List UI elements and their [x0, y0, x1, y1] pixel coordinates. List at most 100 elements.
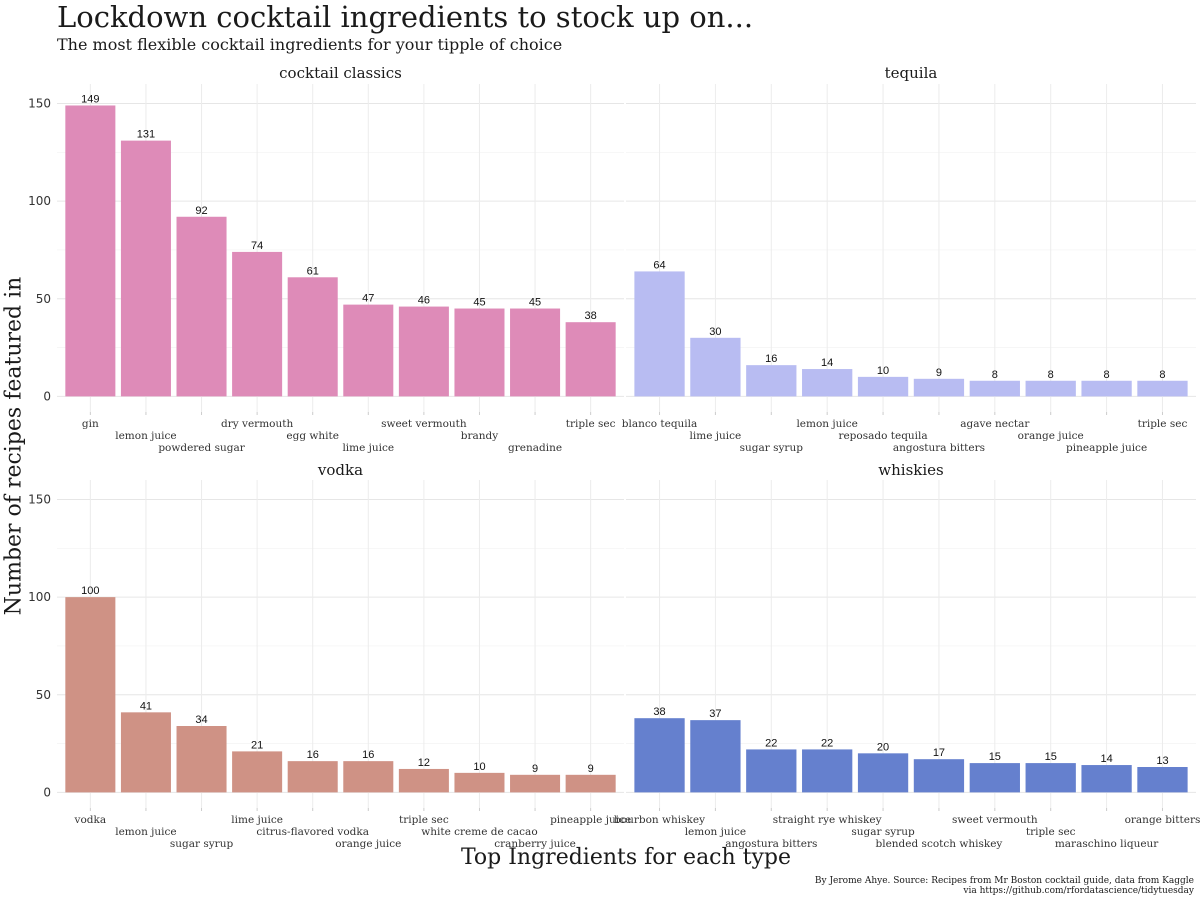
data-label: 64 — [653, 259, 665, 271]
facet-title-cocktail-classics: cocktail classics — [279, 64, 402, 82]
data-label: 45 — [529, 297, 541, 309]
x-tick-label: citrus-flavored vodka — [256, 826, 369, 838]
data-label: 14 — [821, 357, 833, 369]
x-tick-label: agave nectar — [960, 418, 1030, 430]
data-label: 61 — [307, 265, 319, 277]
data-label: 100 — [81, 585, 99, 597]
data-label: 16 — [307, 749, 319, 761]
bar — [343, 761, 394, 793]
data-label: 34 — [195, 714, 207, 726]
x-tick-label: lime juice — [231, 814, 283, 826]
bar — [857, 376, 909, 397]
data-label: 20 — [877, 741, 889, 753]
x-tick-label: cranberry juice — [494, 838, 576, 850]
data-label: 16 — [362, 749, 374, 761]
bar — [969, 380, 1020, 397]
data-label: 37 — [709, 708, 721, 720]
bar — [510, 308, 561, 397]
bar — [1081, 380, 1132, 397]
data-label: 22 — [821, 737, 833, 749]
data-label: 30 — [709, 326, 721, 338]
y-tick-label: 150 — [28, 97, 51, 111]
data-label: 12 — [418, 757, 430, 769]
data-label: 14 — [1100, 753, 1112, 765]
bar — [398, 306, 449, 397]
data-label: 22 — [765, 737, 777, 749]
chart-title: Lockdown cocktail ingredients to stock u… — [57, 0, 754, 34]
x-tick-label: bourbon whiskey — [614, 814, 705, 826]
caption: By Jerome Ahye. Source: Recipes from Mr … — [815, 876, 1194, 896]
x-tick-label: orange bitters — [1125, 814, 1200, 826]
caption-line-1: By Jerome Ahye. Source: Recipes from Mr … — [814, 876, 1194, 886]
x-tick-label: vodka — [74, 814, 107, 826]
y-tick-label: 150 — [28, 493, 51, 507]
x-tick-label: brandy — [461, 430, 498, 442]
x-tick-label: triple sec — [1026, 826, 1076, 838]
x-tick-label: lemon juice — [685, 826, 746, 838]
data-label: 8 — [992, 369, 998, 381]
data-label: 38 — [653, 706, 665, 718]
data-label: 9 — [936, 367, 942, 379]
bar — [690, 720, 741, 793]
bar — [1081, 765, 1132, 793]
data-label: 131 — [137, 129, 155, 141]
x-tick-label: blended scotch whiskey — [876, 838, 1003, 850]
x-tick-label: sweet vermouth — [952, 814, 1038, 826]
x-tick-label: sweet vermouth — [381, 418, 467, 430]
bar — [232, 251, 283, 397]
chart-subtitle: The most flexible cocktail ingredients f… — [57, 35, 563, 54]
bar — [565, 774, 616, 793]
data-label: 38 — [585, 310, 597, 322]
data-label: 46 — [418, 295, 430, 307]
bar — [746, 365, 797, 397]
bar — [343, 304, 394, 397]
bar — [65, 105, 116, 397]
x-tick-label: maraschino liqueur — [1055, 838, 1159, 850]
y-tick-label: 50 — [36, 292, 51, 306]
facet-title-vodka: vodka — [317, 461, 363, 479]
x-tick-label: orange juice — [335, 838, 401, 850]
x-tick-label: angostura bitters — [893, 442, 985, 454]
bar — [913, 759, 965, 793]
data-label: 10 — [473, 761, 485, 773]
x-tick-label: sugar syrup — [740, 442, 804, 454]
data-label: 8 — [1104, 369, 1110, 381]
x-tick-label: lime juice — [690, 430, 742, 442]
facet-title-tequila: tequila — [885, 64, 938, 82]
bar — [1137, 380, 1188, 397]
x-tick-label: powdered sugar — [158, 442, 245, 454]
bar — [1025, 380, 1076, 397]
x-tick-label: triple sec — [566, 418, 616, 430]
x-tick-label: lemon juice — [115, 430, 176, 442]
x-tick-label: grenadine — [508, 442, 562, 454]
bar — [287, 277, 338, 397]
data-label: 10 — [877, 365, 889, 377]
data-label: 9 — [588, 763, 594, 775]
data-label: 21 — [251, 739, 263, 751]
x-tick-label: orange juice — [1018, 430, 1084, 442]
x-tick-label: pineapple juice — [1066, 442, 1147, 454]
bar — [913, 378, 965, 397]
bar — [565, 322, 616, 397]
data-label: 74 — [251, 240, 263, 252]
bar — [287, 761, 338, 793]
bar — [802, 749, 853, 793]
facet-title-whiskies: whiskies — [878, 461, 943, 479]
bar — [690, 337, 741, 397]
bar — [634, 718, 685, 793]
data-label: 92 — [195, 205, 207, 217]
x-tick-label: lemon juice — [115, 826, 176, 838]
bar — [120, 712, 171, 793]
x-tick-label: sugar syrup — [851, 826, 915, 838]
data-label: 16 — [765, 353, 777, 365]
data-label: 45 — [473, 297, 485, 309]
data-label: 47 — [362, 293, 374, 305]
x-tick-label: straight rye whiskey — [773, 814, 882, 826]
data-label: 13 — [1156, 755, 1168, 767]
y-tick-label: 50 — [36, 688, 51, 702]
x-tick-label: sugar syrup — [170, 838, 234, 850]
x-tick-label: pineapple juice — [550, 814, 631, 826]
bar — [857, 753, 909, 793]
data-label: 17 — [933, 747, 945, 759]
